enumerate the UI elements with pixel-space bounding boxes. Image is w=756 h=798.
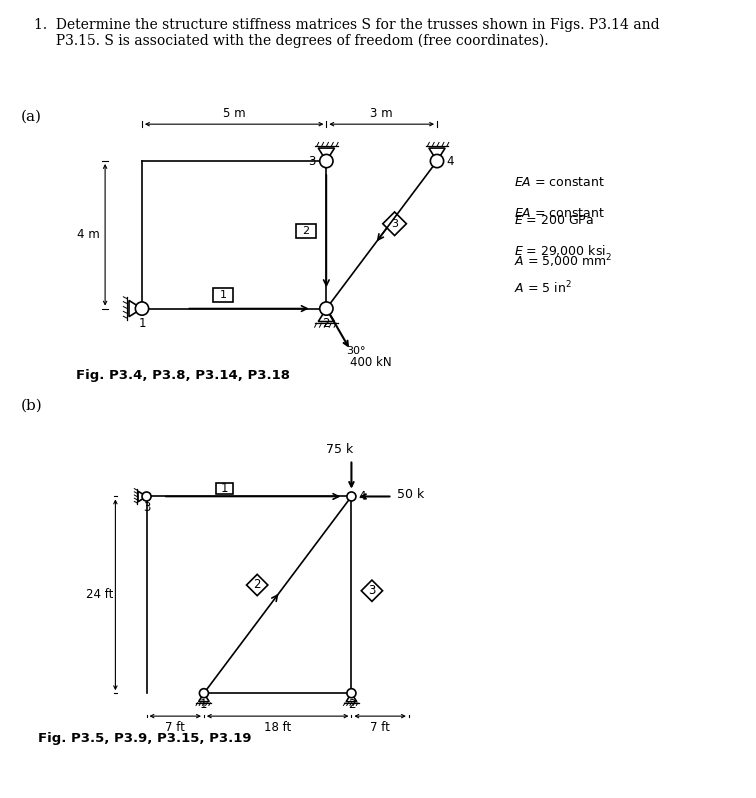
Text: 1: 1	[219, 290, 227, 299]
Text: $E$ = 200 GPa: $E$ = 200 GPa	[514, 214, 594, 227]
Text: 24 ft: 24 ft	[85, 588, 113, 602]
Text: 3: 3	[308, 155, 315, 168]
Text: $EA$ = constant: $EA$ = constant	[514, 176, 605, 188]
Text: $EA$ = constant: $EA$ = constant	[514, 207, 605, 220]
Text: 3 m: 3 m	[370, 107, 393, 120]
Text: 30°: 30°	[347, 346, 366, 357]
Text: 5 m: 5 m	[223, 107, 246, 120]
Bar	[216, 483, 233, 494]
Text: 7 ft: 7 ft	[166, 721, 185, 734]
Text: 75 k: 75 k	[326, 443, 353, 456]
Text: (a): (a)	[21, 110, 42, 124]
Circle shape	[430, 154, 444, 168]
Text: 7 ft: 7 ft	[370, 721, 390, 734]
Text: 3: 3	[368, 584, 376, 597]
Text: 3: 3	[143, 501, 150, 514]
Text: 400 kN: 400 kN	[350, 356, 392, 369]
Text: 4: 4	[447, 155, 454, 168]
Bar	[213, 287, 234, 302]
Text: 2: 2	[253, 579, 261, 591]
Circle shape	[320, 154, 333, 168]
Text: 3: 3	[391, 219, 398, 229]
Text: 1: 1	[138, 317, 146, 330]
Circle shape	[200, 689, 209, 697]
Text: 2: 2	[302, 226, 310, 236]
Text: Fig. P3.5, P3.9, P3.15, P3.19: Fig. P3.5, P3.9, P3.15, P3.19	[38, 732, 251, 745]
Circle shape	[320, 302, 333, 315]
Circle shape	[347, 492, 356, 501]
Text: 50 k: 50 k	[396, 488, 424, 500]
Text: P3.15. S is associated with the degrees of freedom (free coordinates).: P3.15. S is associated with the degrees …	[34, 34, 549, 48]
Text: 18 ft: 18 ft	[264, 721, 291, 734]
Text: 2: 2	[348, 697, 355, 711]
Text: $A$ = 5 in$^2$: $A$ = 5 in$^2$	[514, 279, 572, 296]
Text: 1: 1	[221, 482, 228, 495]
Text: $E$ = 29,000 ksi: $E$ = 29,000 ksi	[514, 243, 606, 259]
Bar	[296, 224, 316, 238]
Text: 4: 4	[358, 490, 365, 503]
Text: 1: 1	[200, 697, 208, 711]
Text: 1.  Determine the structure stiffness matrices S for the trusses shown in Figs. : 1. Determine the structure stiffness mat…	[34, 18, 660, 32]
Text: $A$ = 5,000 mm$^2$: $A$ = 5,000 mm$^2$	[514, 252, 612, 270]
Circle shape	[142, 492, 151, 501]
Text: Fig. P3.4, P3.8, P3.14, P3.18: Fig. P3.4, P3.8, P3.14, P3.18	[76, 369, 290, 381]
Circle shape	[347, 689, 356, 697]
Circle shape	[135, 302, 149, 315]
Text: 2: 2	[323, 317, 330, 330]
Text: (b): (b)	[21, 399, 43, 413]
Text: 4 m: 4 m	[77, 228, 100, 241]
